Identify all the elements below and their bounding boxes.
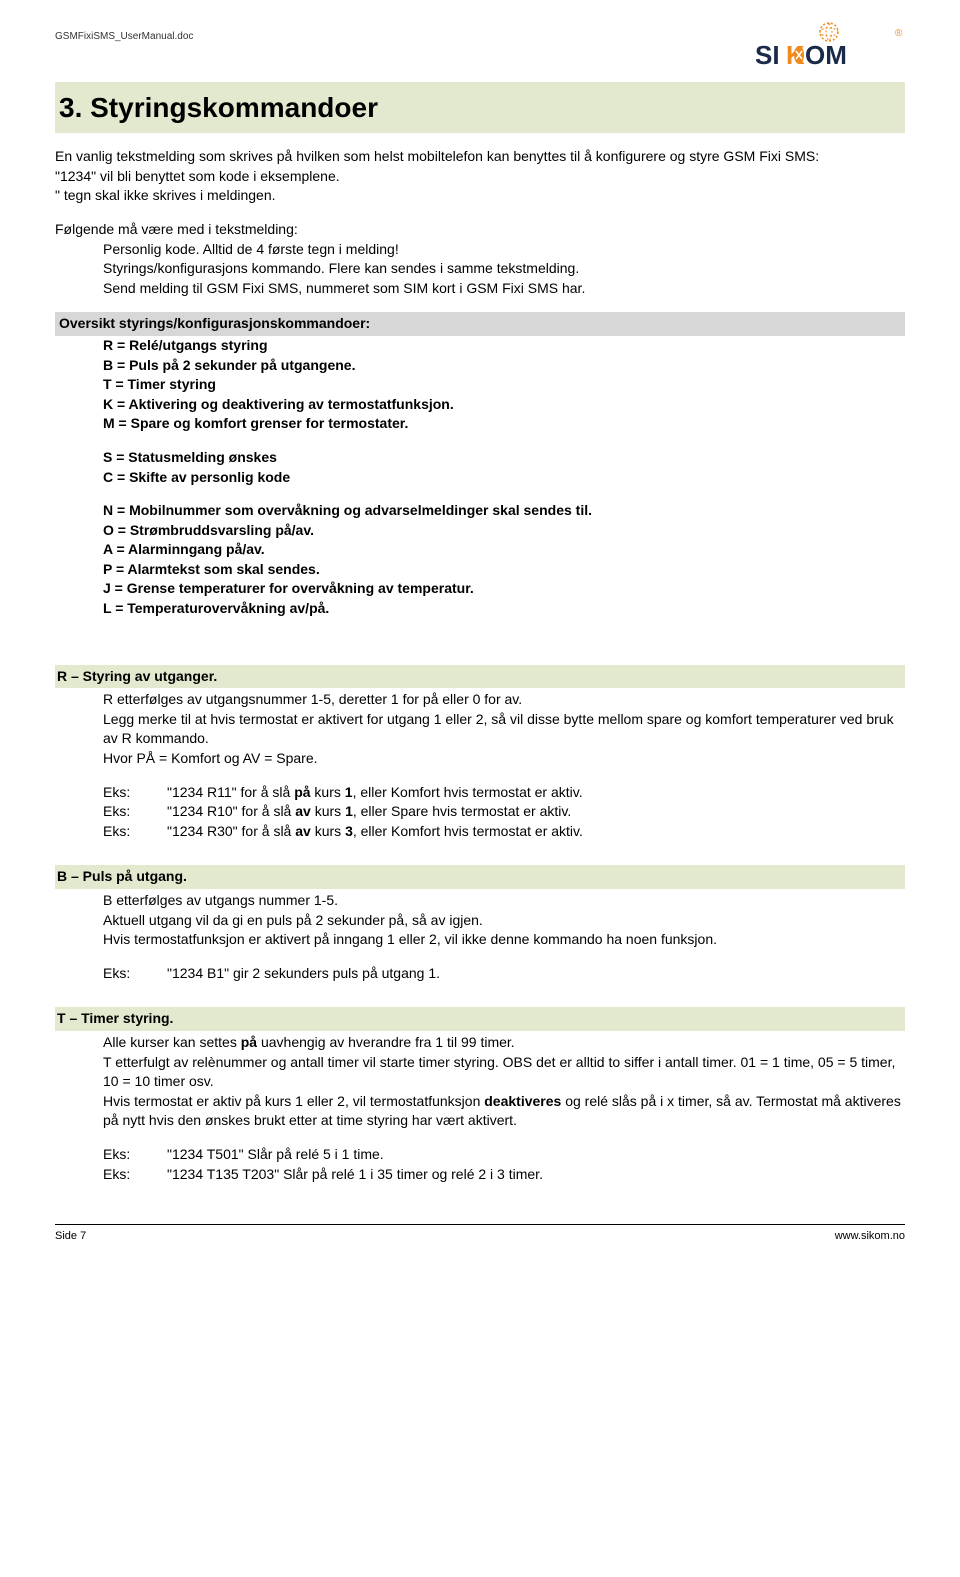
footer-page-num: Side 7 xyxy=(55,1229,86,1244)
eks-label: Eks: xyxy=(103,783,167,803)
r-body-1: R etterfølges av utgangsnummer 1-5, dere… xyxy=(103,690,905,710)
overview-bar: Oversikt styrings/konfigurasjonskommando… xyxy=(55,312,905,336)
t-eks-1: Eks: "1234 T501" Slår på relé 5 i 1 time… xyxy=(55,1145,905,1165)
svg-text:OM: OM xyxy=(805,40,847,70)
cmd-j: J = Grense temperaturer for overvåkning … xyxy=(103,579,905,599)
cmd-b: B = Puls på 2 sekunder på utgangene. xyxy=(103,356,905,376)
cmd-a: A = Alarminngang på/av. xyxy=(103,540,905,560)
cmd-m: M = Spare og komfort grenser for termost… xyxy=(103,414,905,434)
overview-group-3: N = Mobilnummer som overvåkning og advar… xyxy=(55,501,905,619)
r-eks-2: Eks: "1234 R10" for å slå av kurs 1, ell… xyxy=(55,802,905,822)
eks-label: Eks: xyxy=(103,1165,167,1185)
section-b-body: B etterfølges av utgangs nummer 1-5. Akt… xyxy=(55,891,905,950)
cmd-t: T = Timer styring xyxy=(103,375,905,395)
cmd-c: C = Skifte av personlig kode xyxy=(103,468,905,488)
svg-text:®: ® xyxy=(895,28,903,39)
section-r-body: R etterfølges av utgangsnummer 1-5, dere… xyxy=(55,690,905,768)
r-body-2: Legg merke til at hvis termostat er akti… xyxy=(103,710,905,749)
t-eks-1-text: "1234 T501" Slår på relé 5 i 1 time. xyxy=(167,1145,384,1165)
cmd-n: N = Mobilnummer som overvåkning og advar… xyxy=(103,501,905,521)
t-body-2: T etterfulgt av relènummer og antall tim… xyxy=(103,1053,905,1092)
cmd-k: K = Aktivering og deaktivering av termos… xyxy=(103,395,905,415)
cmd-o: O = Strømbruddsvarsling på/av. xyxy=(103,521,905,541)
r-body-3: Hvor PÅ = Komfort og AV = Spare. xyxy=(103,749,905,769)
following-block: Følgende må være med i tekstmelding: Per… xyxy=(55,220,905,298)
section-t-body: Alle kurser kan settes på uavhengig av h… xyxy=(55,1033,905,1131)
following-l1: Personlig kode. Alltid de 4 første tegn … xyxy=(103,240,905,260)
t-eks-2-text: "1234 T135 T203" Slår på relé 1 i 35 tim… xyxy=(167,1165,543,1185)
t-eks-2: Eks: "1234 T135 T203" Slår på relé 1 i 3… xyxy=(55,1165,905,1185)
footer-url: www.sikom.no xyxy=(835,1229,905,1244)
overview-group-2: S = Statusmelding ønskes C = Skifte av p… xyxy=(55,448,905,487)
section-t-bar: T – Timer styring. xyxy=(55,1007,905,1031)
r-eks-3: Eks: "1234 R30" for å slå av kurs 3, ell… xyxy=(55,822,905,842)
cmd-s: S = Statusmelding ønskes xyxy=(103,448,905,468)
section-r-bar: R – Styring av utganger. xyxy=(55,665,905,689)
following-l3: Send melding til GSM Fixi SMS, nummeret … xyxy=(103,279,905,299)
svg-text:SI: SI xyxy=(755,40,780,70)
intro-line-2: "1234" vil bli benyttet som kode i eksem… xyxy=(55,167,905,187)
intro-paragraph: En vanlig tekstmelding som skrives på hv… xyxy=(55,147,905,206)
b-eks-1: Eks: "1234 B1" gir 2 sekunders puls på u… xyxy=(55,964,905,984)
b-body-2: Aktuell utgang vil da gi en puls på 2 se… xyxy=(103,911,905,931)
cmd-p: P = Alarmtekst som skal sendes. xyxy=(103,560,905,580)
brand-logo: SI K OM ® xyxy=(755,20,905,70)
page-header: GSMFixiSMS_UserManual.doc SI K OM ® xyxy=(55,20,905,70)
cmd-r: R = Relé/utgangs styring xyxy=(103,336,905,356)
eks-label: Eks: xyxy=(103,964,167,984)
intro-line-1: En vanlig tekstmelding som skrives på hv… xyxy=(55,147,905,167)
following-l2: Styrings/konfigurasjons kommando. Flere … xyxy=(103,259,905,279)
t-body-1: Alle kurser kan settes på uavhengig av h… xyxy=(103,1033,905,1053)
r-eks-1-text: "1234 R11" for å slå på kurs 1, eller Ko… xyxy=(167,783,583,803)
eks-label: Eks: xyxy=(103,802,167,822)
b-body-3: Hvis termostatfunksjon er aktivert på in… xyxy=(103,930,905,950)
r-eks-2-text: "1234 R10" for å slå av kurs 1, eller Sp… xyxy=(167,802,571,822)
eks-label: Eks: xyxy=(103,1145,167,1165)
eks-label: Eks: xyxy=(103,822,167,842)
page-title: 3. Styringskommandoer xyxy=(55,82,905,133)
section-b-bar: B – Puls på utgang. xyxy=(55,865,905,889)
doc-filename: GSMFixiSMS_UserManual.doc xyxy=(55,20,193,44)
cmd-l: L = Temperaturovervåkning av/på. xyxy=(103,599,905,619)
b-eks-1-text: "1234 B1" gir 2 sekunders puls på utgang… xyxy=(167,964,440,984)
t-body-3: Hvis termostat er aktiv på kurs 1 eller … xyxy=(103,1092,905,1131)
r-eks-1: Eks: "1234 R11" for å slå på kurs 1, ell… xyxy=(55,783,905,803)
overview-group-1: R = Relé/utgangs styring B = Puls på 2 s… xyxy=(55,336,905,434)
intro-line-3: " tegn skal ikke skrives i meldingen. xyxy=(55,186,905,206)
following-title: Følgende må være med i tekstmelding: xyxy=(55,220,905,240)
r-eks-3-text: "1234 R30" for å slå av kurs 3, eller Ko… xyxy=(167,822,583,842)
b-body-1: B etterfølges av utgangs nummer 1-5. xyxy=(103,891,905,911)
page-footer: Side 7 www.sikom.no xyxy=(0,1224,960,1264)
